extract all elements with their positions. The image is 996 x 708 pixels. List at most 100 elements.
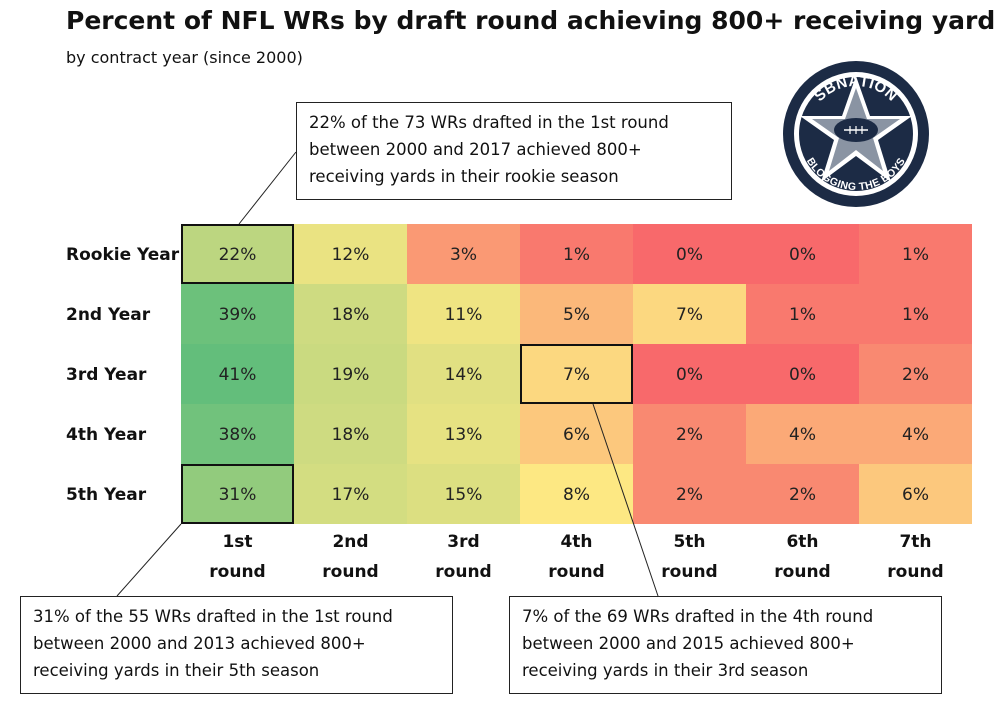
cell-value-label: 3% xyxy=(450,245,477,265)
heatmap-cell xyxy=(633,284,746,344)
annotation-line: between 2000 and 2013 achieved 800+ xyxy=(33,634,366,653)
heatmap-cell xyxy=(520,404,633,464)
cell-value-label: 41% xyxy=(219,365,257,385)
heatmap-cell xyxy=(407,344,520,404)
annotation-5th-year-1st-round: 31% of the 55 WRs drafted in the 1st rou… xyxy=(20,596,453,694)
column-label: round xyxy=(887,562,943,582)
heatmap-cell xyxy=(407,464,520,524)
column-label: 6th xyxy=(786,532,818,552)
annotation-line: receiving yards in their 3rd season xyxy=(522,661,809,680)
annotation-rookie-1st-round: 22% of the 73 WRs drafted in the 1st rou… xyxy=(296,102,732,200)
annotation-line: between 2000 and 2017 achieved 800+ xyxy=(309,140,642,159)
cell-value-label: 0% xyxy=(676,365,703,385)
heatmap-cell xyxy=(407,284,520,344)
heatmap-cell xyxy=(859,344,972,404)
heatmap-cell xyxy=(859,284,972,344)
highlight-box xyxy=(181,224,294,284)
chart-subtitle: by contract year (since 2000) xyxy=(66,48,303,67)
row-label: Rookie Year xyxy=(66,245,180,265)
heatmap-cell xyxy=(294,404,407,464)
column-label: round xyxy=(435,562,491,582)
cell-value-label: 18% xyxy=(332,425,370,445)
annotation-line: receiving yards in their 5th season xyxy=(33,661,320,680)
heatmap-cell xyxy=(746,404,859,464)
cell-value-label: 1% xyxy=(902,245,929,265)
annotation-leader-line xyxy=(592,403,659,597)
column-label: round xyxy=(209,562,265,582)
column-label: 2nd xyxy=(332,532,368,552)
heatmap-cell xyxy=(294,284,407,344)
annotation-line: 7% of the 69 WRs drafted in the 4th roun… xyxy=(522,607,874,626)
heatmap-cell xyxy=(407,224,520,284)
chart-title: Percent of NFL WRs by draft round achiev… xyxy=(66,6,996,35)
cell-value-label: 2% xyxy=(676,425,703,445)
cell-value-label: 2% xyxy=(676,485,703,505)
heatmap-cell xyxy=(746,284,859,344)
column-label: 3rd xyxy=(447,532,479,552)
cell-value-label: 7% xyxy=(676,305,703,325)
column-label: round xyxy=(661,562,717,582)
heatmap-cell xyxy=(181,464,294,524)
heatmap-cell xyxy=(859,464,972,524)
cell-value-label: 4% xyxy=(789,425,816,445)
row-label: 4th Year xyxy=(66,425,147,445)
cell-value-label: 1% xyxy=(789,305,816,325)
annotation-line: 31% of the 55 WRs drafted in the 1st rou… xyxy=(33,607,393,626)
cell-value-label: 2% xyxy=(902,365,929,385)
cell-value-label: 4% xyxy=(902,425,929,445)
cell-value-label: 5% xyxy=(563,305,590,325)
sbnation-logo: SBNATION BLOGGING THE BOYS xyxy=(783,61,929,207)
heatmap-cell xyxy=(520,284,633,344)
highlight-box xyxy=(520,344,633,404)
cell-value-label: 2% xyxy=(789,485,816,505)
cell-value-label: 6% xyxy=(902,485,929,505)
heatmap-cell xyxy=(633,404,746,464)
heatmap-cell xyxy=(633,224,746,284)
cell-value-label: 0% xyxy=(789,365,816,385)
cell-value-label: 11% xyxy=(445,305,483,325)
column-label: 4th xyxy=(560,532,592,552)
annotation-line: 22% of the 73 WRs drafted in the 1st rou… xyxy=(309,113,669,132)
heatmap-cell xyxy=(181,284,294,344)
row-label: 3rd Year xyxy=(66,365,147,385)
heatmap-cell xyxy=(746,464,859,524)
cell-value-label: 0% xyxy=(676,245,703,265)
cell-value-label: 38% xyxy=(219,425,257,445)
heatmap-cell xyxy=(181,404,294,464)
annotation-leader-line xyxy=(116,523,182,597)
cell-value-label: 22% xyxy=(219,245,257,265)
cell-value-label: 1% xyxy=(563,245,590,265)
heatmap-cell xyxy=(859,224,972,284)
star-football-icon xyxy=(800,76,912,182)
heatmap-cell xyxy=(859,404,972,464)
heatmap-cell xyxy=(294,224,407,284)
annotation-3rd-year-4th-round: 7% of the 69 WRs drafted in the 4th roun… xyxy=(509,596,942,694)
cell-value-label: 1% xyxy=(902,305,929,325)
cell-value-label: 31% xyxy=(219,485,257,505)
column-label: round xyxy=(548,562,604,582)
cell-value-label: 6% xyxy=(563,425,590,445)
heatmap-cell xyxy=(520,344,633,404)
cell-value-label: 17% xyxy=(332,485,370,505)
heatmap-cell xyxy=(294,344,407,404)
cell-value-label: 15% xyxy=(445,485,483,505)
cell-value-label: 8% xyxy=(563,485,590,505)
heatmap-cell xyxy=(407,404,520,464)
highlight-box xyxy=(181,464,294,524)
heatmap-cell xyxy=(746,344,859,404)
row-label: 2nd Year xyxy=(66,305,151,325)
cell-value-label: 39% xyxy=(219,305,257,325)
heatmap-cell xyxy=(520,224,633,284)
cell-value-label: 12% xyxy=(332,245,370,265)
cell-value-label: 13% xyxy=(445,425,483,445)
cell-value-label: 14% xyxy=(445,365,483,385)
cell-value-label: 19% xyxy=(332,365,370,385)
heatmap-cell xyxy=(520,464,633,524)
annotation-line: between 2000 and 2015 achieved 800+ xyxy=(522,634,855,653)
cell-value-label: 7% xyxy=(563,365,590,385)
row-label: 5th Year xyxy=(66,485,147,505)
cell-value-label: 18% xyxy=(332,305,370,325)
heatmap-cell xyxy=(181,224,294,284)
heatmap-cell xyxy=(633,464,746,524)
